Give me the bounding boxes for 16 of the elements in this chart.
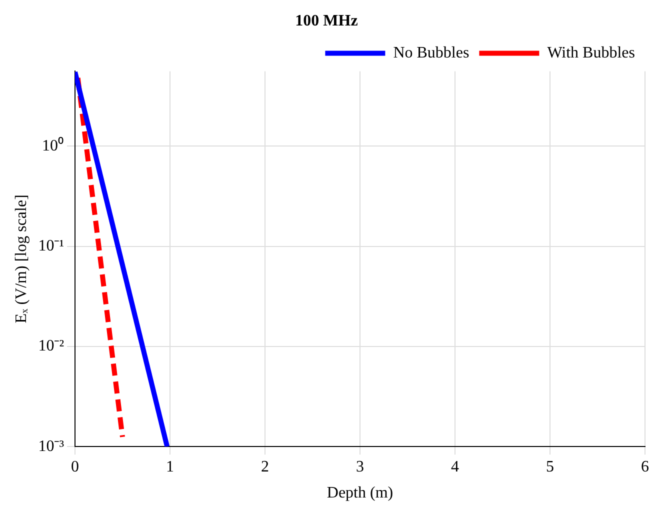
y-tick-label: 10⁻³ [38,438,64,455]
y-tick-label: 10⁻¹ [38,237,64,254]
x-tick-label: 0 [70,458,79,476]
x-tick-label: 2 [261,458,269,476]
x-axis-title: Depth (m) [326,484,394,502]
y-tick-label: 10⁻² [38,338,64,355]
x-tick-label: 1 [166,458,174,476]
x-tick-label: 6 [641,458,649,476]
x-tick-label: 5 [546,458,554,476]
x-tick-label: 4 [451,458,459,476]
y-tick-label: 10⁰ [42,136,64,154]
legend-label: With Bubbles [547,44,635,62]
chart-title: 100 MHz [295,12,358,30]
legend-label: No Bubbles [393,44,470,62]
x-tick-label: 3 [356,458,364,476]
y-axis-title: Eₓ (V/m) [log scale] [12,194,30,324]
